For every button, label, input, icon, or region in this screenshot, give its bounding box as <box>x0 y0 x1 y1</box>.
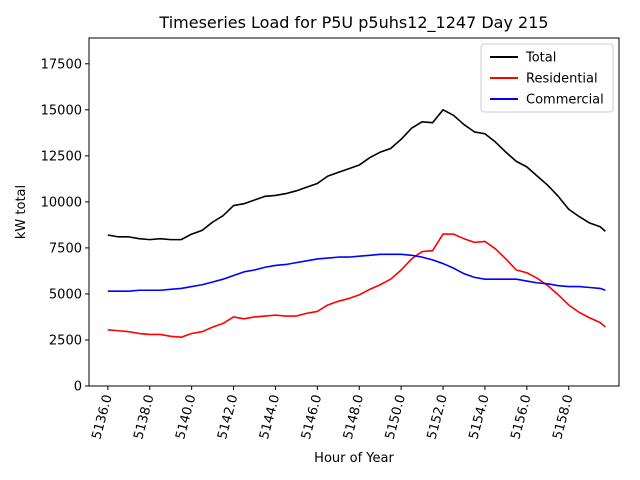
x-tick-label: 5144.0 <box>257 393 283 441</box>
y-tick-label: 2500 <box>49 333 82 348</box>
x-tick-label: 5158.0 <box>550 393 576 441</box>
y-tick-label: 10000 <box>41 195 82 210</box>
y-tick-label: 0 <box>74 380 82 395</box>
legend-label-commercial: Commercial <box>526 93 604 108</box>
x-tick-label: 5138.0 <box>131 393 157 441</box>
x-axis-label: Hour of Year <box>314 451 394 466</box>
y-tick-label: 5000 <box>49 287 82 302</box>
x-tick-label: 5136.0 <box>89 393 115 441</box>
x-tick-label: 5142.0 <box>215 393 241 441</box>
y-axis-label: kW total <box>14 185 29 239</box>
y-tick-label: 17500 <box>41 57 82 72</box>
x-tick-label: 5152.0 <box>425 393 451 441</box>
x-tick-label: 5140.0 <box>173 393 199 441</box>
x-tick-label: 5150.0 <box>383 393 409 441</box>
series-line-total <box>107 109 606 241</box>
x-axis: 5136.0 5138.0 5140.0 5142.0 5144.0 5146.0 5148… <box>89 386 577 441</box>
y-tick-label: 15000 <box>41 103 82 118</box>
x-tick-label: 5146.0 <box>299 393 325 441</box>
chart-title: Timeseries Load for P5U p5uhs12_1247 Day… <box>158 13 548 33</box>
legend-label-total: Total <box>525 51 556 66</box>
x-tick-label: 5148.0 <box>341 393 367 441</box>
y-tick-label: 7500 <box>49 241 82 256</box>
y-axis: 0 2500 5000 7500 10000 12500 15000 17500 <box>41 57 89 395</box>
legend-box <box>480 43 614 113</box>
y-tick-label: 12500 <box>41 149 82 164</box>
legend-label-residential: Residential <box>526 72 598 87</box>
series-lines <box>107 109 606 339</box>
legend: Total Residential Commercial <box>480 43 614 113</box>
x-tick-label: 5156.0 <box>508 393 534 441</box>
series-line-residential <box>107 233 606 339</box>
series-line-commercial <box>107 253 606 292</box>
x-tick-label: 5154.0 <box>467 393 493 441</box>
